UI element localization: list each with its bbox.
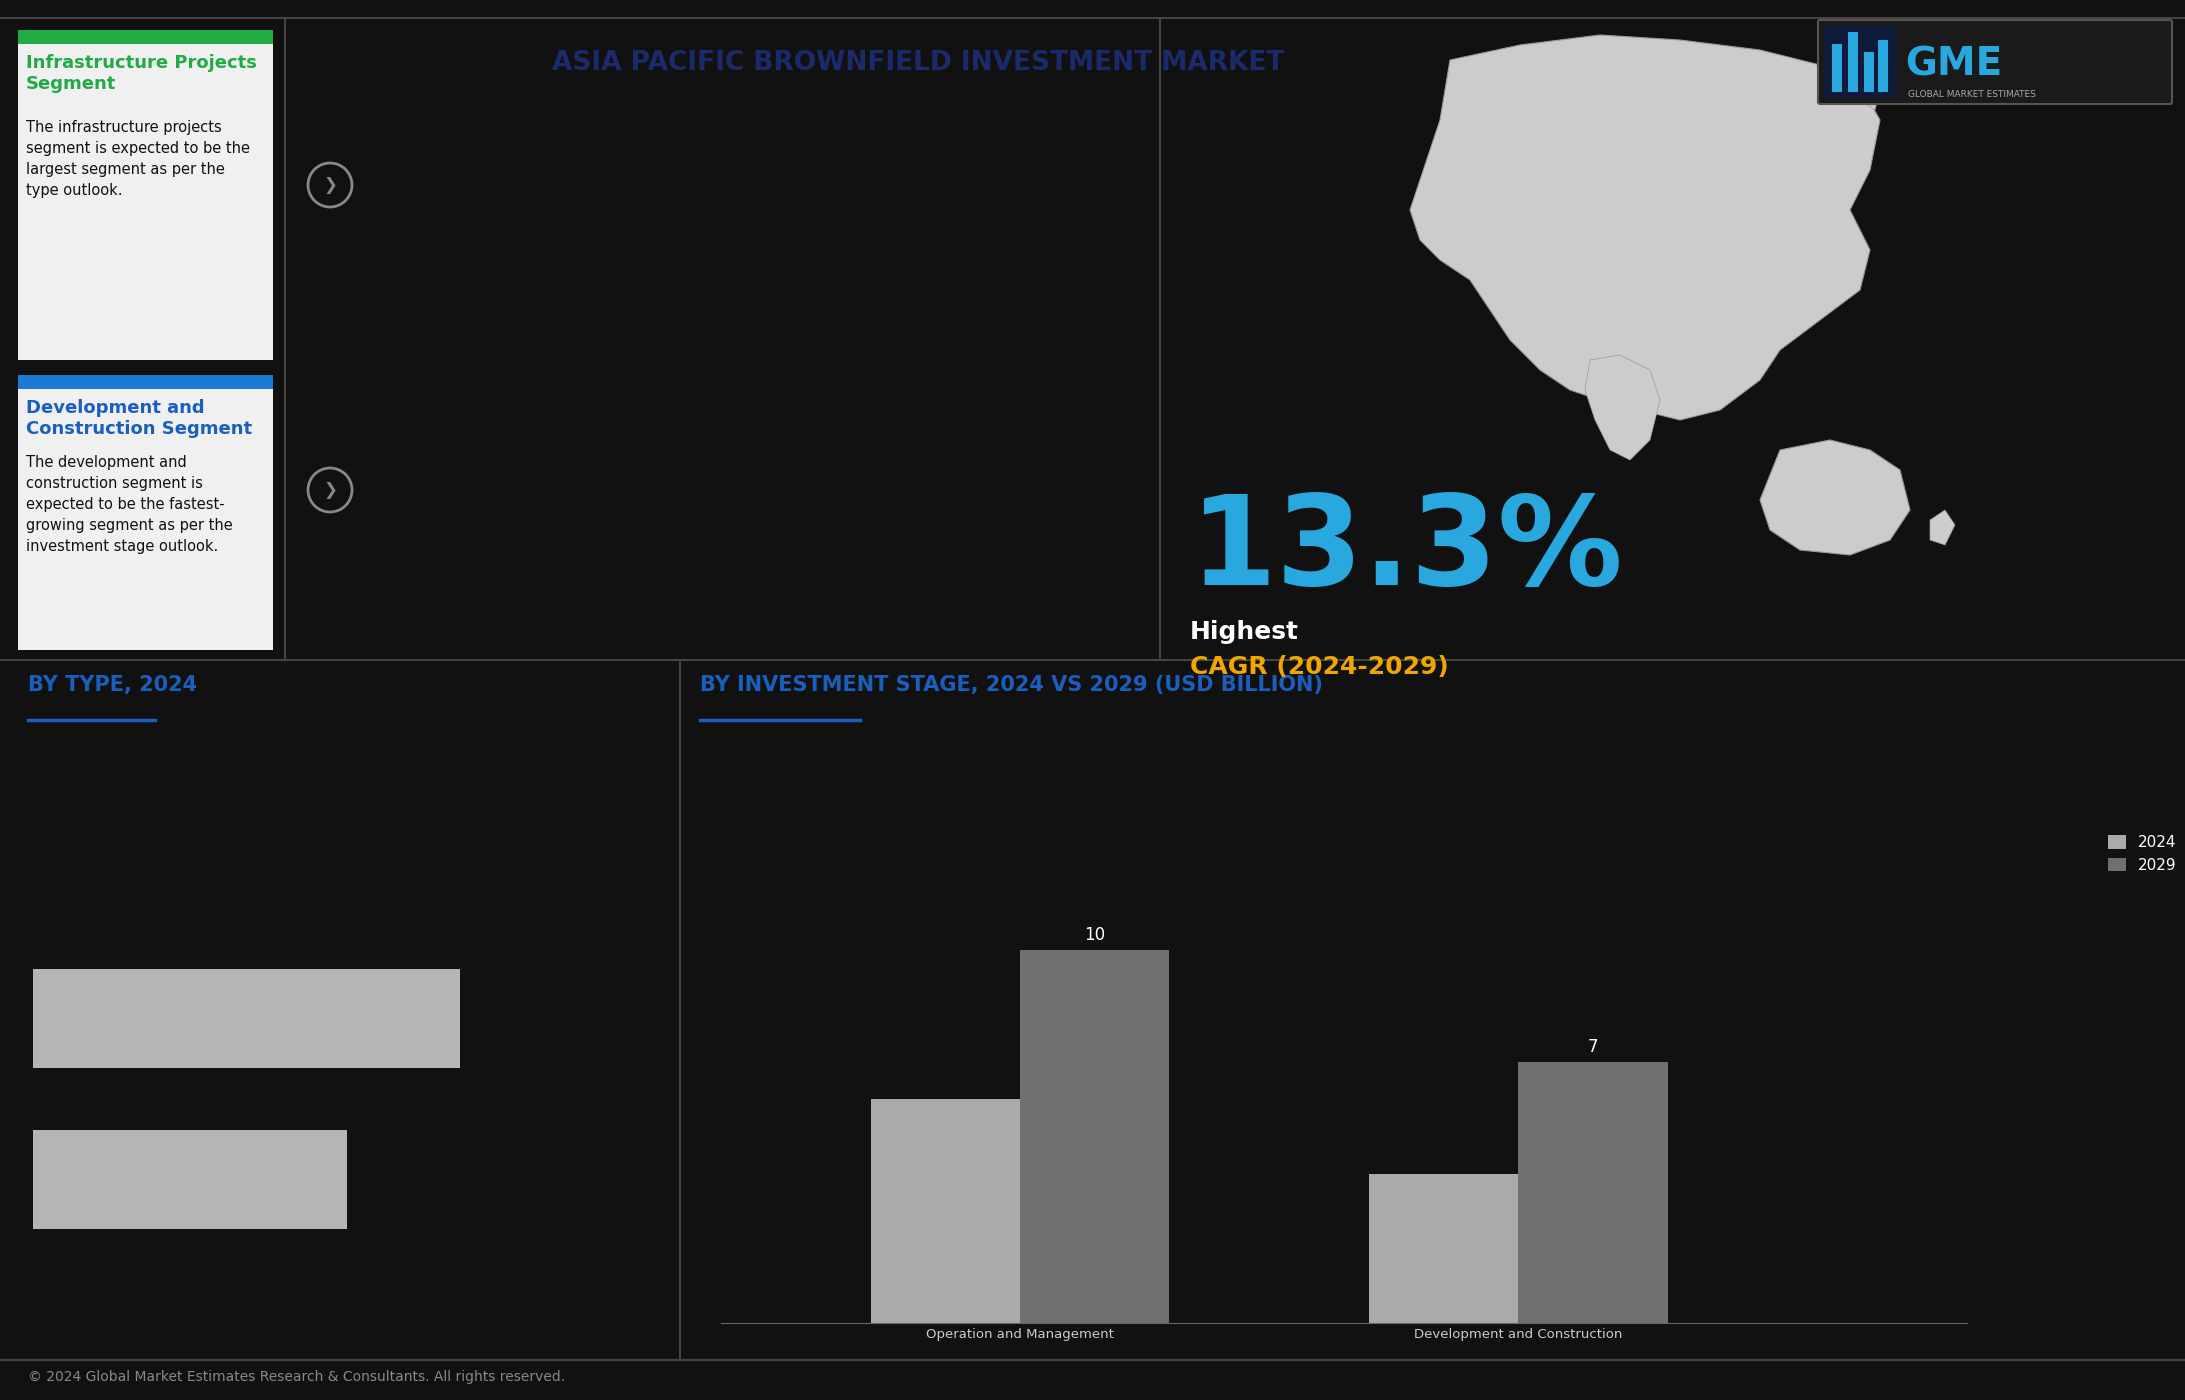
Text: ❯: ❯ <box>323 482 336 498</box>
Text: GME: GME <box>1905 45 2001 83</box>
Text: BY INVESTMENT STAGE, 2024 VS 2029 (USD BILLION): BY INVESTMENT STAGE, 2024 VS 2029 (USD B… <box>699 675 1322 694</box>
Polygon shape <box>1584 356 1661 461</box>
Text: CAGR (2024-2029): CAGR (2024-2029) <box>1191 655 1449 679</box>
Text: ASIA PACIFIC BROWNFIELD INVESTMENT MARKET: ASIA PACIFIC BROWNFIELD INVESTMENT MARKE… <box>551 50 1285 76</box>
Bar <box>1849 32 1857 92</box>
Bar <box>1831 43 1842 92</box>
Text: Highest: Highest <box>1191 620 1300 644</box>
Text: ❯: ❯ <box>323 176 336 195</box>
Text: © 2024 Global Market Estimates Research & Consultants. All rights reserved.: © 2024 Global Market Estimates Research … <box>28 1371 566 1385</box>
Bar <box>33 969 459 1068</box>
Text: 13.3%: 13.3% <box>1191 490 1623 610</box>
Text: The development and
construction segment is
expected to be the fastest-
growing : The development and construction segment… <box>26 455 234 554</box>
Polygon shape <box>1409 35 1879 420</box>
Text: GLOBAL MARKET ESTIMATES: GLOBAL MARKET ESTIMATES <box>1908 90 2036 99</box>
Bar <box>1519 1061 1667 1323</box>
Text: 10: 10 <box>1084 925 1106 944</box>
Bar <box>1877 41 1888 92</box>
Text: Infrastructure Projects
Segment: Infrastructure Projects Segment <box>26 55 258 92</box>
FancyBboxPatch shape <box>17 29 273 360</box>
Text: BY TYPE, 2024: BY TYPE, 2024 <box>28 675 197 694</box>
Text: The infrastructure projects
segment is expected to be the
largest segment as per: The infrastructure projects segment is e… <box>26 120 249 197</box>
Bar <box>347 1130 496 1229</box>
Polygon shape <box>1759 440 1910 554</box>
FancyBboxPatch shape <box>1818 20 2172 104</box>
Bar <box>1864 52 1875 92</box>
Bar <box>17 29 273 43</box>
FancyBboxPatch shape <box>17 375 273 650</box>
Polygon shape <box>1929 510 1956 545</box>
Bar <box>1020 949 1169 1323</box>
Bar <box>33 1130 347 1229</box>
Text: Development and
Construction Segment: Development and Construction Segment <box>26 399 251 438</box>
Bar <box>1368 1173 1519 1323</box>
Bar <box>870 1099 1020 1323</box>
Text: 7: 7 <box>1588 1037 1597 1056</box>
Bar <box>1824 27 1897 98</box>
Bar <box>459 969 538 1068</box>
Legend: 2024, 2029: 2024, 2029 <box>2102 829 2183 879</box>
Polygon shape <box>1855 70 1879 111</box>
Bar <box>17 375 273 389</box>
